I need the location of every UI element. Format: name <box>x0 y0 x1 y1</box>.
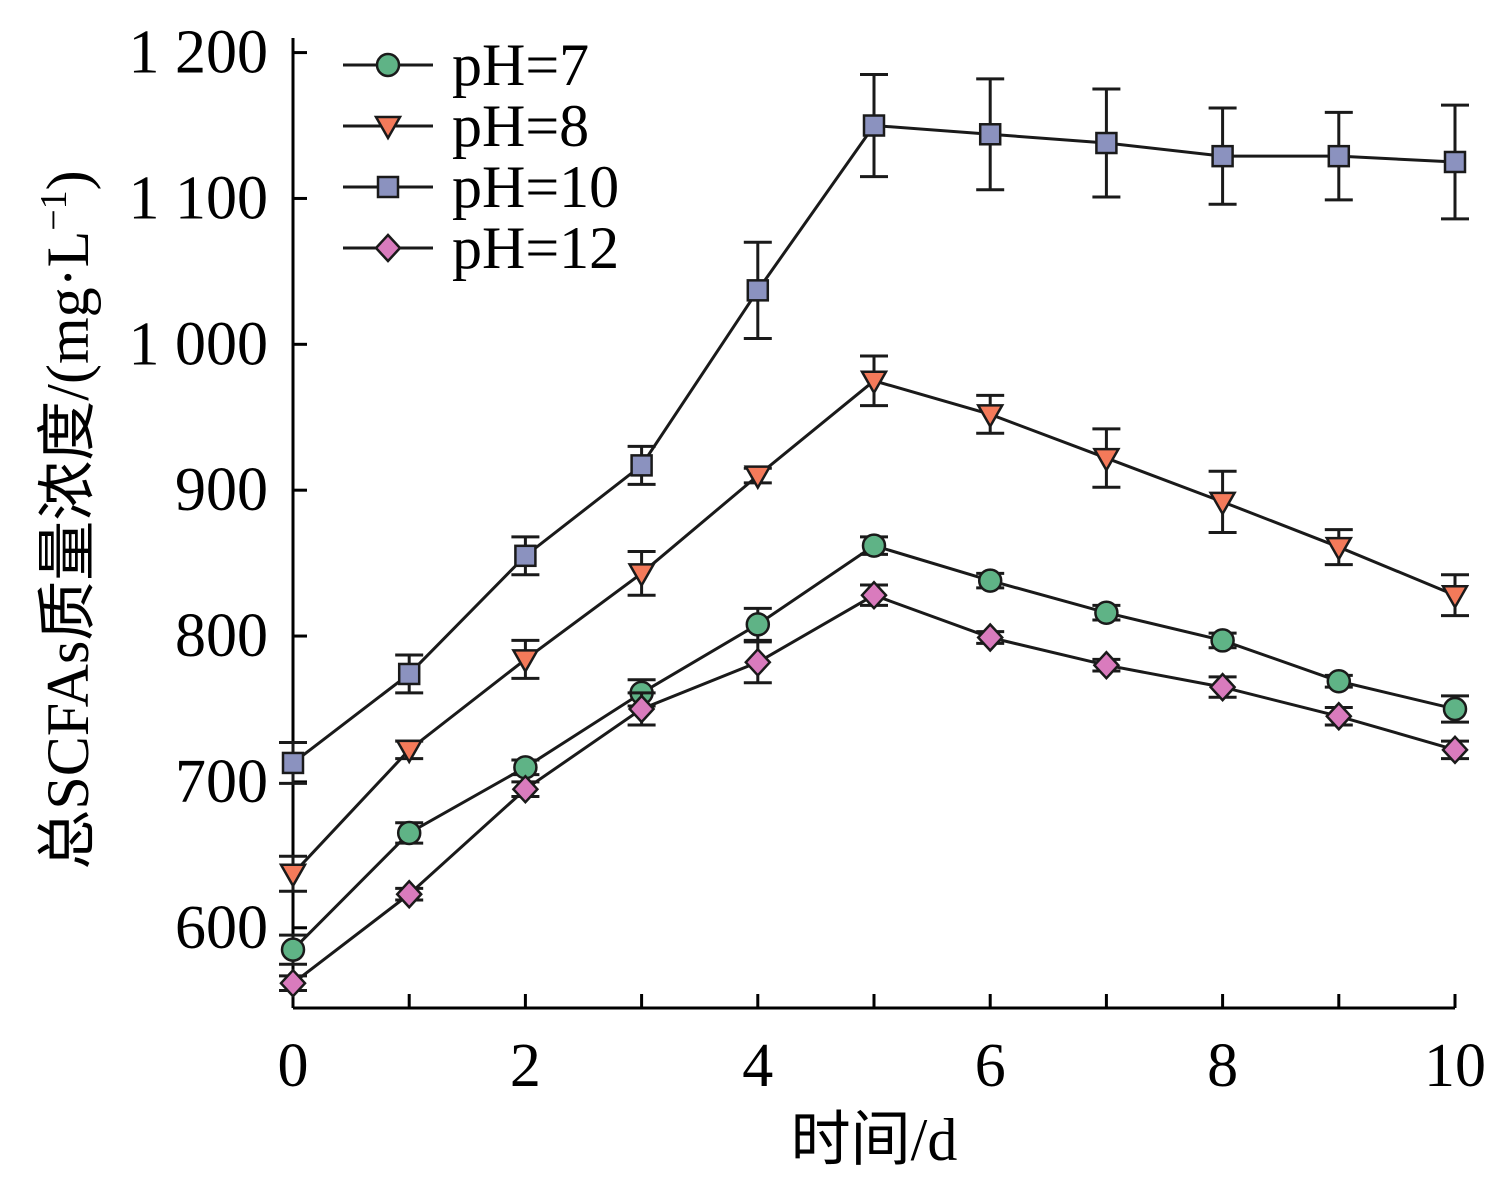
data-point <box>1210 628 1235 653</box>
data-point <box>278 863 308 889</box>
data-point <box>862 114 886 137</box>
legend-label: pH=12 <box>452 215 619 281</box>
data-point <box>1440 584 1470 610</box>
x-ticks: 0 2 4 6 8 10 <box>278 994 1486 1100</box>
data-point <box>1211 144 1234 168</box>
y-axis-title: 总SCFAs质量浓度/(mg·L−1) <box>33 170 101 869</box>
series-pH=8 <box>278 354 1470 893</box>
legend-marker <box>375 52 401 78</box>
data-point <box>977 568 1003 593</box>
data-point <box>281 751 305 775</box>
x-axis-title: 时间/d <box>791 1107 958 1173</box>
data-point <box>627 563 656 588</box>
series-pH=7 <box>279 533 1469 966</box>
x-tick-label: 4 <box>742 1032 773 1100</box>
legend-label: pH=7 <box>452 32 589 98</box>
y-tick-label: 900 <box>175 456 268 524</box>
x-tick-label: 0 <box>278 1032 309 1100</box>
data-point <box>1208 491 1237 517</box>
data-point <box>1094 600 1119 625</box>
legend-item: pH=7 <box>343 32 589 98</box>
data-point <box>743 465 772 491</box>
data-point <box>1442 696 1468 722</box>
x-tick-label: 8 <box>1207 1032 1238 1100</box>
y-tick-label: 1 200 <box>129 19 269 87</box>
data-point <box>1327 144 1351 168</box>
data-point <box>744 647 772 678</box>
legend-label: pH=10 <box>452 154 619 220</box>
data-point <box>978 123 1002 146</box>
plot-area <box>278 72 1470 999</box>
y-axis-title-main: 总SCFAs质量浓度/(mg·L <box>35 231 101 870</box>
legend-marker <box>373 115 403 141</box>
data-point <box>627 694 656 724</box>
y-tick-label: 1 100 <box>129 164 269 232</box>
data-point <box>1092 650 1121 681</box>
data-point <box>976 404 1005 429</box>
legend-label: pH=8 <box>452 93 589 159</box>
data-point <box>280 937 306 962</box>
data-point <box>745 612 771 637</box>
y-axis-title-sup: −1 <box>33 190 75 230</box>
y-ticks: 600 700 800 900 1 000 1 100 1 200 <box>129 19 307 962</box>
data-point <box>397 662 421 686</box>
series-line <box>292 593 1456 985</box>
data-point <box>1441 734 1469 765</box>
y-tick-label: 1 000 <box>129 310 269 378</box>
data-point <box>859 370 889 396</box>
data-point <box>395 879 423 910</box>
data-point <box>511 649 540 674</box>
data-point <box>746 279 770 302</box>
legend-item: pH=8 <box>343 93 589 159</box>
legend-item: pH=12 <box>343 215 619 281</box>
data-point <box>1325 701 1353 732</box>
y-tick-label: 800 <box>175 602 268 670</box>
data-point <box>1443 150 1467 174</box>
data-point <box>1095 131 1118 155</box>
data-point <box>1092 447 1121 473</box>
data-point <box>514 544 537 568</box>
y-axis-title-close: ) <box>35 170 101 190</box>
legend-marker <box>376 175 400 199</box>
x-tick-label: 6 <box>975 1032 1006 1100</box>
data-point <box>279 968 307 999</box>
y-tick-label: 700 <box>175 748 268 816</box>
data-point <box>1208 672 1237 702</box>
legend-marker <box>374 233 402 263</box>
data-point <box>630 454 653 477</box>
x-tick-label: 2 <box>510 1032 541 1100</box>
data-point <box>1324 536 1353 562</box>
series-pH=10 <box>279 72 1469 785</box>
data-point <box>396 820 422 846</box>
data-point <box>511 774 540 805</box>
data-point <box>976 622 1004 653</box>
legend-item: pH=10 <box>343 154 619 220</box>
data-point <box>860 580 888 611</box>
data-point <box>1326 669 1352 694</box>
data-point <box>395 739 424 765</box>
data-point <box>861 533 887 558</box>
series-pH=12 <box>279 580 1469 999</box>
x-tick-label: 10 <box>1424 1032 1486 1100</box>
y-tick-label: 600 <box>175 894 268 962</box>
